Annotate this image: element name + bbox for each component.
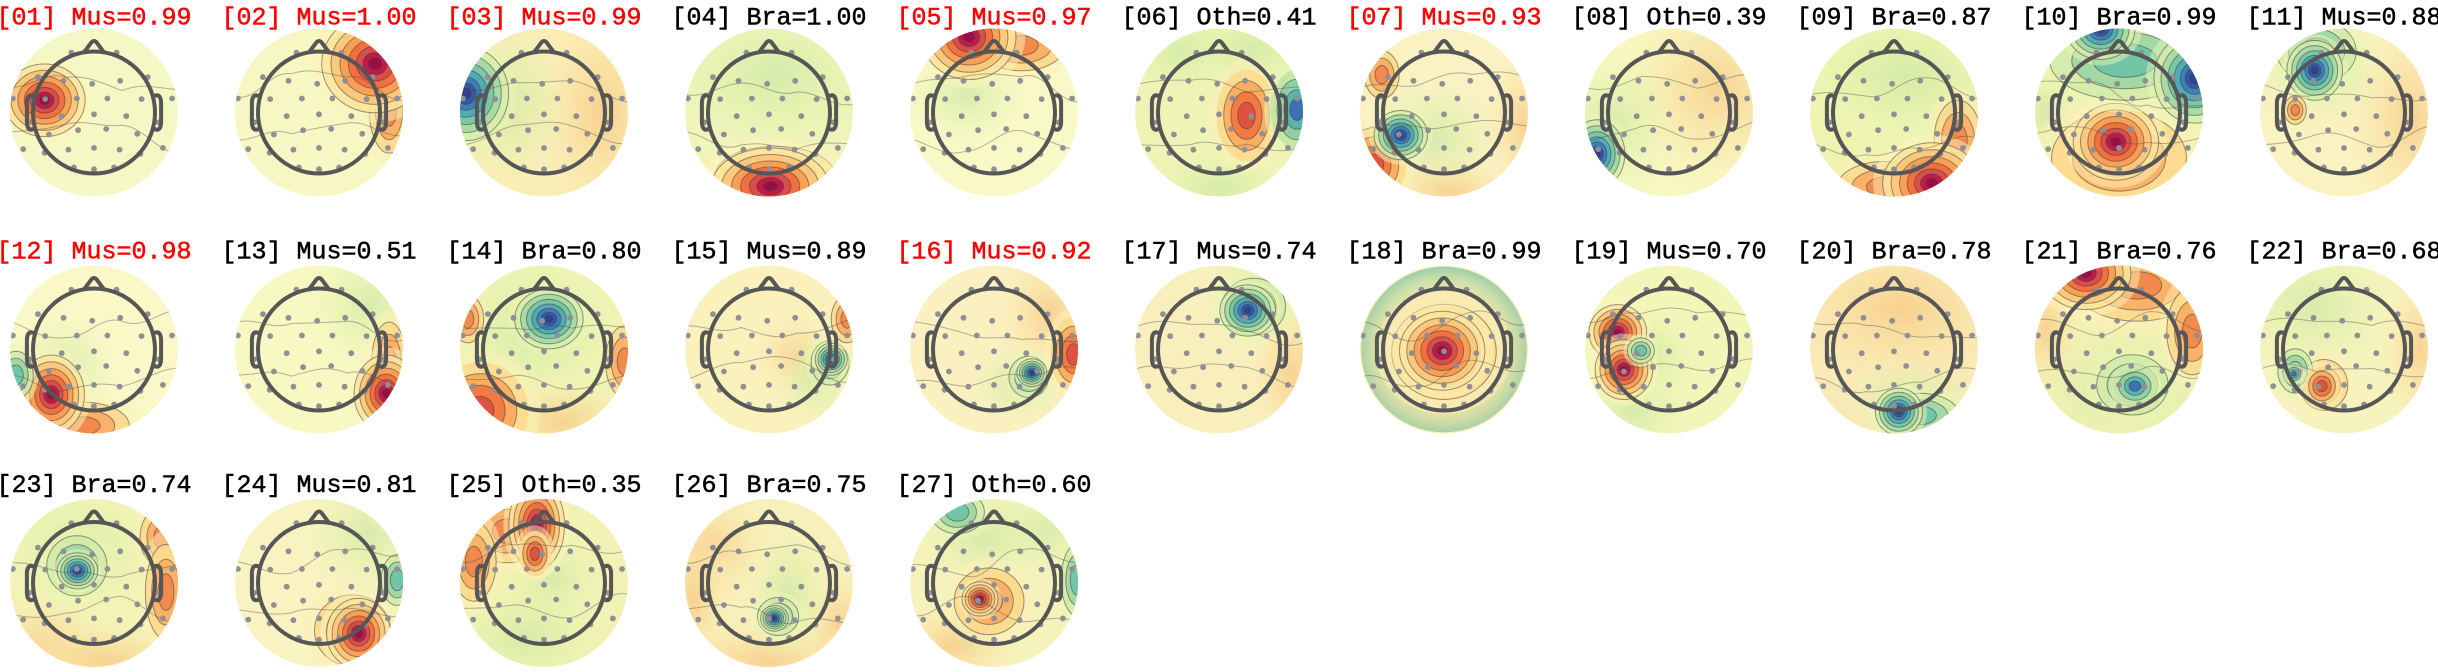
svg-text:[07] Mus=0.93: [07] Mus=0.93 — [1346, 4, 1541, 33]
svg-text:[02] Mus=1.00: [02] Mus=1.00 — [221, 4, 416, 33]
svg-text:[06] Oth=0.41: [06] Oth=0.41 — [1121, 4, 1316, 33]
svg-text:[26] Bra=0.75: [26] Bra=0.75 — [671, 471, 866, 500]
svg-text:[18] Bra=0.99: [18] Bra=0.99 — [1346, 238, 1541, 267]
svg-text:[17] Mus=0.74: [17] Mus=0.74 — [1121, 238, 1316, 267]
svg-text:[04] Bra=1.00: [04] Bra=1.00 — [671, 4, 866, 33]
svg-text:[05] Mus=0.97: [05] Mus=0.97 — [896, 4, 1091, 33]
svg-text:[22] Bra=0.68: [22] Bra=0.68 — [2246, 238, 2438, 267]
svg-text:[21] Bra=0.76: [21] Bra=0.76 — [2021, 238, 2216, 267]
svg-text:[13] Mus=0.51: [13] Mus=0.51 — [221, 238, 416, 267]
svg-text:[14] Bra=0.80: [14] Bra=0.80 — [446, 238, 641, 267]
svg-text:[24] Mus=0.81: [24] Mus=0.81 — [221, 471, 416, 500]
svg-text:[12] Mus=0.98: [12] Mus=0.98 — [0, 238, 192, 267]
svg-text:[03] Mus=0.99: [03] Mus=0.99 — [446, 4, 641, 33]
svg-text:[01] Mus=0.99: [01] Mus=0.99 — [0, 4, 192, 33]
svg-text:[25] Oth=0.35: [25] Oth=0.35 — [446, 471, 641, 500]
svg-text:[08] Oth=0.39: [08] Oth=0.39 — [1571, 4, 1766, 33]
svg-text:[09] Bra=0.87: [09] Bra=0.87 — [1796, 4, 1991, 33]
svg-text:[27] Oth=0.60: [27] Oth=0.60 — [896, 471, 1091, 500]
svg-text:[11] Mus=0.88: [11] Mus=0.88 — [2246, 4, 2438, 33]
svg-text:[20] Bra=0.78: [20] Bra=0.78 — [1796, 238, 1991, 267]
svg-text:[23] Bra=0.74: [23] Bra=0.74 — [0, 471, 192, 500]
svg-text:[10] Bra=0.99: [10] Bra=0.99 — [2021, 4, 2216, 33]
svg-text:[15] Mus=0.89: [15] Mus=0.89 — [671, 238, 866, 267]
svg-text:[16] Mus=0.92: [16] Mus=0.92 — [896, 238, 1091, 267]
svg-text:[19] Mus=0.70: [19] Mus=0.70 — [1571, 238, 1766, 267]
